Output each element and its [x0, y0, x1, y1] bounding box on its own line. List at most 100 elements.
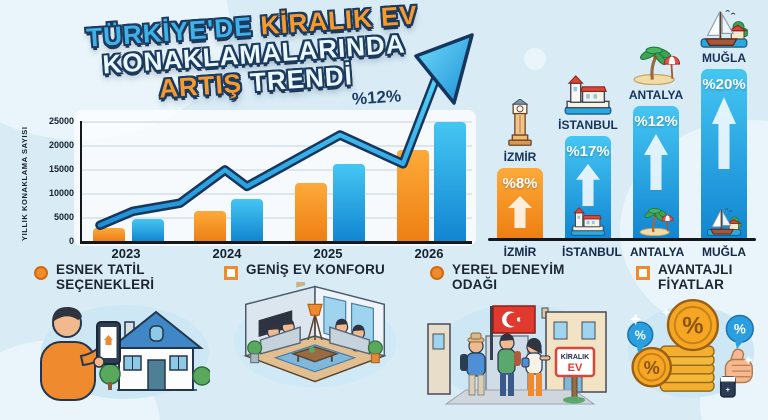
up-arrow-icon	[712, 97, 736, 169]
palm-beach-icon	[632, 45, 680, 85]
big-percent-coin-icon: %	[666, 299, 719, 352]
city-percent: %8%	[502, 175, 538, 192]
x-tick-year: 2023	[111, 246, 141, 261]
city-axis-label: ANTALYA	[630, 245, 685, 259]
house-icon	[98, 310, 210, 392]
feature-esnek-tatil: ESNEK TATİL SEÇENEKLERİ	[22, 262, 212, 408]
city-name: İSTANBUL	[558, 118, 618, 132]
percent-glyph: %	[635, 329, 646, 343]
percent-glyph: %	[644, 358, 660, 378]
sofa-left-with-people	[259, 318, 301, 355]
bar-2025-blue	[333, 164, 365, 241]
city-name: MUĞLA	[702, 51, 746, 65]
feature-header: GENİŞ EV KONFORU	[212, 262, 385, 280]
bar-2023-blue	[132, 219, 164, 241]
tourist-3	[521, 338, 551, 397]
city-axis-label: MUĞLA	[702, 245, 746, 259]
bar-2026-orange	[397, 149, 429, 241]
feature-label-line1: YEREL DENEYİM	[452, 262, 565, 277]
city-bar-antalya: %12%	[633, 106, 679, 238]
tourist-2	[497, 333, 521, 397]
y-tick: 5000	[53, 212, 74, 222]
feature-avantajli-fiyatlar: AVANTAJLI FİYATLAR %	[624, 262, 758, 408]
city-columns: İZMİR %8% İSTANBUL %17% ANTALYA	[494, 12, 750, 238]
city-column-mugla: MUĞLA %20%	[698, 8, 750, 238]
square-bullet-icon	[636, 266, 650, 280]
wall-frame	[296, 282, 306, 288]
x-tick-year: 2026	[414, 246, 444, 261]
plant-icon	[247, 340, 383, 364]
thumbs-up-icon: +	[719, 348, 753, 398]
turkish-flag-icon	[490, 305, 536, 361]
sign-text-ev: EV	[568, 362, 583, 374]
percent-bubble-right-icon: %	[725, 315, 754, 350]
isometric-living-room-illustration	[233, 282, 397, 388]
percent-glyph: %	[682, 313, 703, 340]
feature-label-line2: ODAĞI	[452, 277, 498, 293]
y-tick: 10000	[48, 188, 74, 198]
percent-bubble-left-icon: %	[627, 321, 654, 355]
sofa-right-with-people	[329, 318, 371, 355]
city-chart: İZMİR %8% İSTANBUL %17% ANTALYA	[488, 12, 756, 264]
feature-label-line2: FİYATLAR	[658, 277, 725, 293]
person-with-phone	[39, 307, 121, 402]
bar-2026-blue	[434, 122, 466, 241]
city-name: ANTALYA	[628, 88, 684, 102]
city-name: İZMİR	[503, 150, 537, 164]
city-percent: %17%	[566, 143, 610, 160]
feature-label-line1: ESNEK TATİL	[56, 262, 145, 277]
city-axis-label: İSTANBUL	[562, 245, 622, 259]
city-bar-istanbul: %17%	[565, 136, 611, 238]
city-percent: %20%	[702, 76, 746, 93]
person-booking-house-illustration	[39, 305, 210, 402]
x-tick-year: 2024	[212, 246, 242, 261]
feature-header: AVANTAJLI FİYATLAR	[624, 262, 733, 292]
trend-annotation: %12%	[351, 86, 402, 109]
coffee-table	[290, 346, 340, 363]
feature-label: ESNEK TATİL SEÇENEKLERİ	[56, 262, 154, 292]
feature-header: YEREL DENEYİM ODAĞI	[418, 262, 565, 292]
city-axis-labels: İZMİR İSTANBUL ANTALYA MUĞLA	[494, 245, 750, 259]
bar-2024-blue	[231, 199, 263, 241]
up-arrow-icon	[576, 164, 600, 206]
bar-2025-orange	[295, 183, 327, 241]
y-axis-label: YILLIK KONAKLAMA SAYISI	[20, 126, 29, 241]
city-bar-mugla: %20%	[701, 69, 747, 238]
title-word: TRENDİ	[249, 60, 354, 98]
percent-glyph: %	[734, 322, 746, 337]
tourist-1	[460, 332, 486, 396]
coins-discount-thumbsup-illustration: % % % %	[627, 299, 755, 399]
city-axis-label: İZMİR	[503, 245, 537, 259]
kiralik-ev-sign: KİRALIK EV	[554, 346, 596, 404]
city-bar-izmir: %8%	[497, 168, 543, 238]
up-arrow-icon	[508, 196, 532, 228]
square-bullet-icon	[224, 266, 238, 280]
bg-blob	[524, 48, 546, 70]
feature-yerel-deneyim: YEREL DENEYİM ODAĞI	[418, 262, 624, 408]
city-column-antalya: ANTALYA %12%	[628, 45, 684, 238]
feature-label: YEREL DENEYİM ODAĞI	[452, 262, 565, 292]
building-left	[427, 323, 451, 395]
feature-label: AVANTAJLI FİYATLAR	[658, 262, 733, 292]
sailboat-mini-icon	[706, 208, 743, 236]
sign-text-kiralik: KİRALIK	[561, 353, 589, 361]
feature-header: ESNEK TATİL SEÇENEKLERİ	[22, 262, 154, 292]
palm-beach-mini-icon	[638, 207, 675, 236]
izmir-clock-tower-icon	[505, 99, 535, 147]
city-column-izmir: İZMİR %8%	[494, 99, 546, 238]
x-tick-year: 2025	[313, 246, 343, 261]
up-arrow-icon	[644, 134, 668, 190]
feature-label-line2: SEÇENEKLERİ	[56, 277, 155, 293]
street-tourists-flag-illustration: KİRALIK EV	[427, 304, 607, 405]
circle-bullet-icon	[34, 266, 48, 280]
bar-2023-orange	[93, 227, 125, 241]
maiden-tower-mini-icon	[570, 207, 606, 236]
bar-2024-orange	[194, 210, 226, 241]
left-chart-plot	[80, 121, 472, 244]
feature-genis-ev: GENİŞ EV KONFORU	[212, 262, 418, 408]
feature-label-line1: GENİŞ EV KONFORU	[246, 262, 385, 277]
y-tick: 25000	[48, 116, 74, 126]
gridline	[82, 121, 472, 123]
feature-label-line1: AVANTAJLI	[658, 262, 733, 277]
